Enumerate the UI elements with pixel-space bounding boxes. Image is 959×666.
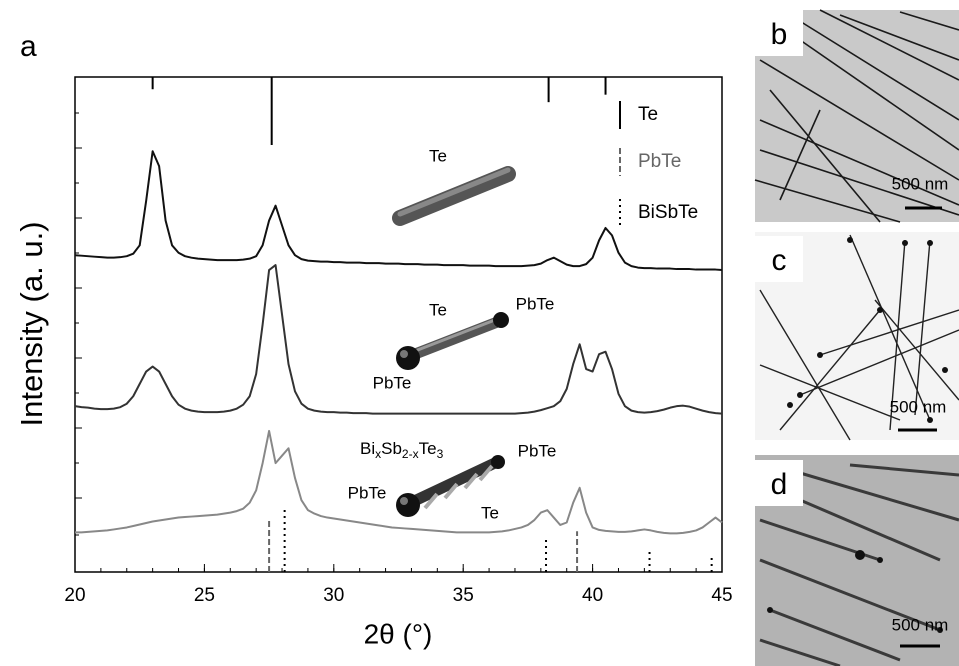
y-axis-label: Intensity (a. u.) xyxy=(14,221,49,426)
annotation: PbTe xyxy=(516,294,555,313)
annotation: PbTe xyxy=(518,441,557,460)
formula: BixSb2-xTe3 xyxy=(360,439,444,461)
formula-part: Sb xyxy=(381,439,402,458)
tem-image-b xyxy=(754,9,959,223)
x-tick-label: 30 xyxy=(323,585,344,606)
tem-image-d xyxy=(755,455,959,666)
formula-sub: 2-x xyxy=(402,447,419,461)
xrd-pattern xyxy=(74,264,723,415)
x-tick-label: 25 xyxy=(194,585,215,606)
annotation: Te xyxy=(429,146,447,165)
xrd-pattern xyxy=(75,429,723,535)
scale-bar-label: 500 nm xyxy=(892,615,949,634)
legend-label: PbTe xyxy=(638,151,681,172)
y-minor-ticks xyxy=(75,112,82,536)
panel-label: b xyxy=(771,18,788,51)
panel-label: d xyxy=(771,468,788,501)
pbte-te-rod-illustration xyxy=(396,312,509,370)
formula-sub: x xyxy=(375,447,381,461)
x-axis-label: 2θ (°) xyxy=(364,618,433,649)
scale-bar-label: 500 nm xyxy=(892,174,949,193)
tem-image-c xyxy=(755,232,959,441)
scale-bar-label: 500 nm xyxy=(890,397,947,416)
xrd-pattern xyxy=(74,150,723,272)
annotation: PbTe xyxy=(348,483,387,502)
annotation: Te xyxy=(481,503,499,522)
annotation: PbTe xyxy=(373,373,412,392)
legend-label: Te xyxy=(638,104,658,125)
formula-sub: 3 xyxy=(437,447,444,461)
x-tick-label: 20 xyxy=(64,585,85,606)
panel-label: c xyxy=(772,244,787,277)
bisbte-rod-illustration xyxy=(396,455,505,517)
legend-label: BiSbTe xyxy=(638,202,698,223)
formula-part: Te xyxy=(419,439,437,458)
panel-label: a xyxy=(20,30,37,63)
plot-frame xyxy=(74,76,723,573)
annotation: Te xyxy=(429,300,447,319)
x-tick-label: 40 xyxy=(582,585,603,606)
formula-part: Bi xyxy=(360,439,375,458)
te-rod-illustration xyxy=(392,166,516,226)
x-tick-label: 35 xyxy=(453,585,474,606)
x-tick-label: 45 xyxy=(711,585,732,606)
